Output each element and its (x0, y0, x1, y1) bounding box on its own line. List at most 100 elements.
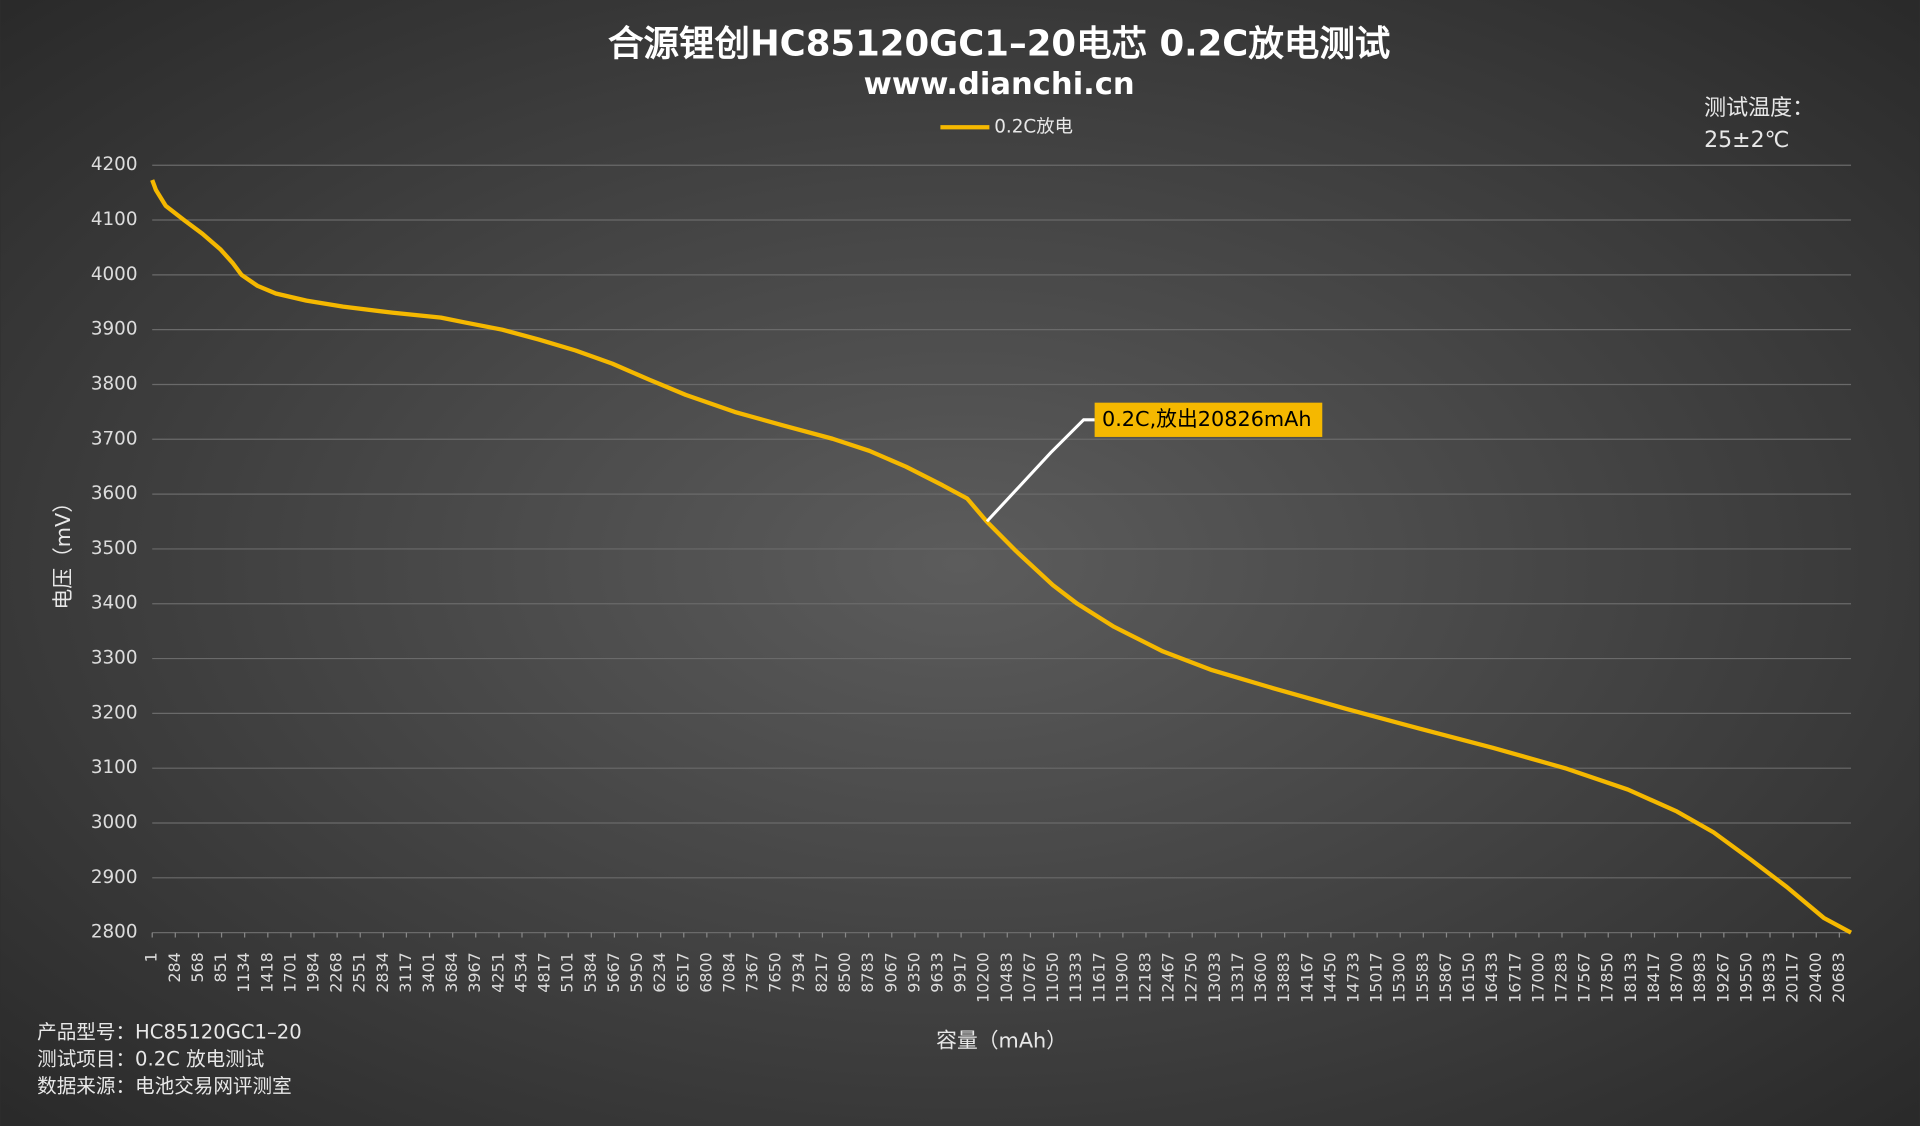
y-tick-label: 4200 (91, 154, 138, 175)
x-tick-label: 12750 (1182, 952, 1201, 1003)
note: 数据来源：电池交易网评测室 (37, 1074, 292, 1097)
x-tick-label: 16150 (1459, 952, 1478, 1003)
x-tick-label: 9633 (927, 952, 946, 992)
annotation-box (1094, 402, 1323, 437)
note: 产品型号：HC85120GC1–20 (37, 1020, 302, 1043)
y-tick-label: 3900 (91, 319, 138, 340)
x-tick-label: 19267 (1713, 952, 1732, 1003)
x-tick-label: 13317 (1228, 952, 1247, 1003)
chart-subtitle: www.dianchi.cn (864, 67, 1135, 102)
x-tick-label: 15583 (1413, 952, 1432, 1003)
y-tick-label: 2800 (91, 922, 138, 943)
x-tick-label: 18133 (1621, 952, 1640, 1003)
x-tick-label: 11617 (1089, 952, 1108, 1003)
x-tick-label: 17850 (1598, 952, 1617, 1003)
y-tick-label: 3200 (91, 702, 138, 723)
annotation-leader (985, 418, 1095, 523)
x-tick-label: 6234 (650, 952, 669, 992)
x-tick-label: 12467 (1159, 952, 1178, 1003)
y-tick-label: 3400 (91, 593, 138, 614)
chart-title: 合源锂创HC85120GC1–20电芯 0.2C放电测试 (608, 23, 1390, 64)
y-tick-label: 4000 (91, 264, 138, 285)
y-tick-label: 3500 (91, 538, 138, 559)
x-tick-label: 12183 (1135, 952, 1154, 1003)
x-tick-label: 4251 (488, 952, 507, 992)
x-tick-label: 15867 (1436, 952, 1455, 1003)
x-tick-label: 6517 (673, 952, 692, 992)
x-tick-label: 13600 (1251, 952, 1270, 1003)
x-tick-label: 7084 (720, 952, 739, 992)
x-tick-label: 4534 (511, 952, 530, 992)
x-tick-label: 2551 (350, 952, 369, 992)
x-tick-label: 1134 (234, 952, 253, 992)
temperature-label: 测试温度： (1704, 96, 1814, 121)
x-tick-label: 9917 (951, 952, 970, 992)
y-tick-label: 3700 (91, 428, 138, 449)
x-tick-label: 1984 (303, 952, 322, 992)
x-tick-label: 2834 (373, 952, 392, 992)
x-tick-label: 20400 (1806, 952, 1825, 1003)
x-tick-label: 8783 (858, 952, 877, 992)
x-tick-label: 19833 (1760, 952, 1779, 1003)
x-tick-label: 18700 (1667, 952, 1686, 1003)
x-tick-label: 17283 (1551, 952, 1570, 1003)
x-tick-label: 14450 (1320, 952, 1339, 1003)
x-tick-label: 18417 (1644, 952, 1663, 1003)
x-tick-label: 17567 (1575, 952, 1594, 1003)
legend-label: 0.2C放电 (994, 116, 1073, 137)
x-tick-label: 11900 (1112, 952, 1131, 1003)
temperature-value: 25±2℃ (1704, 128, 1789, 153)
data-line (150, 179, 1853, 935)
x-tick-label: 14733 (1343, 952, 1362, 1003)
x-tick-label: 8500 (835, 952, 854, 992)
x-tick-label: 3967 (465, 952, 484, 992)
y-tick-label: 2900 (91, 867, 138, 888)
x-tick-label: 1701 (280, 952, 299, 992)
y-tick-label: 3600 (91, 483, 138, 504)
x-axis-label: 容量（mAh） (936, 1029, 1067, 1053)
x-tick-label: 1 (142, 952, 161, 962)
y-tick-label: 3300 (91, 648, 138, 669)
x-tick-label: 5950 (627, 952, 646, 992)
x-tick-label: 3117 (396, 952, 415, 992)
x-tick-label: 13033 (1205, 952, 1224, 1003)
x-tick-label: 7650 (766, 952, 785, 992)
x-tick-label: 18983 (1690, 952, 1709, 1003)
x-tick-label: 19550 (1736, 952, 1755, 1003)
x-tick-label: 9067 (881, 952, 900, 992)
x-tick-label: 13883 (1274, 952, 1293, 1003)
x-tick-label: 5667 (604, 952, 623, 992)
x-tick-label: 5384 (581, 952, 600, 992)
x-tick-label: 15017 (1367, 952, 1386, 1003)
x-tick-label: 851 (211, 952, 230, 982)
x-tick-label: 2268 (327, 952, 346, 992)
x-tick-label: 10200 (974, 952, 993, 1003)
x-tick-label: 16717 (1505, 952, 1524, 1003)
x-tick-label: 3401 (419, 952, 438, 992)
x-tick-label: 11050 (1043, 952, 1062, 1003)
y-tick-label: 3000 (91, 812, 138, 833)
x-tick-label: 1418 (257, 952, 276, 992)
x-tick-label: 284 (165, 952, 184, 982)
x-tick-label: 20683 (1829, 952, 1848, 1003)
x-tick-label: 4817 (535, 952, 554, 992)
y-tick-label: 4100 (91, 209, 138, 230)
x-tick-label: 16433 (1482, 952, 1501, 1003)
note: 测试项目：0.2C 放电测试 (37, 1047, 264, 1070)
y-tick-label: 3800 (91, 373, 138, 394)
annotation: 0.2C,放出20826mAh (1102, 407, 1312, 431)
x-tick-label: 9350 (904, 952, 923, 992)
y-tick-label: 3100 (91, 757, 138, 778)
x-tick-label: 14167 (1297, 952, 1316, 1003)
x-tick-label: 5101 (558, 952, 577, 992)
x-tick-label: 17000 (1528, 952, 1547, 1003)
x-tick-label: 20117 (1783, 952, 1802, 1003)
x-tick-label: 10767 (1020, 952, 1039, 1003)
x-tick-label: 7367 (743, 952, 762, 992)
x-tick-label: 3684 (442, 952, 461, 992)
x-tick-label: 10483 (997, 952, 1016, 1003)
y-axis-label: 电压（mV） (51, 492, 75, 610)
x-tick-label: 568 (188, 952, 207, 982)
